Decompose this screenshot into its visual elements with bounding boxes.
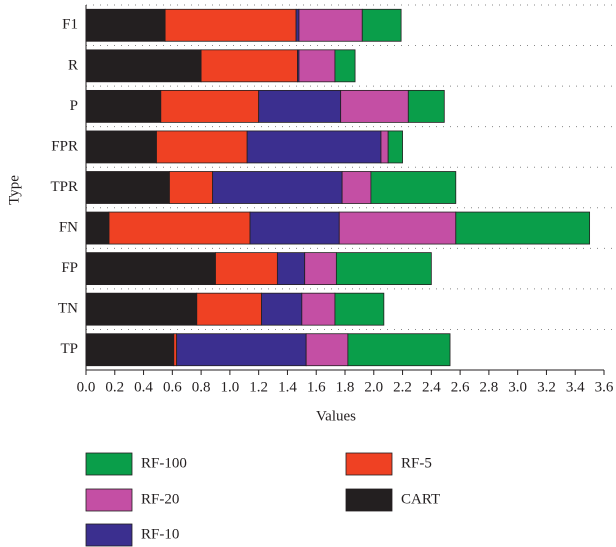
bar-segment: [85, 171, 170, 204]
bar-segment: [276, 252, 306, 286]
legend-swatch: [85, 488, 133, 512]
x-tick-label: 1.2: [249, 379, 268, 395]
bar-segment: [108, 211, 251, 245]
x-tick-label: 0.2: [105, 379, 124, 395]
bar-segment: [334, 49, 356, 83]
x-tick-label: 2.6: [451, 379, 470, 395]
bar-segment: [85, 211, 110, 245]
bar-segment: [347, 333, 451, 367]
bar-segment: [380, 130, 389, 164]
x-tick-label: 0.4: [134, 379, 153, 395]
legend-swatch: [85, 523, 133, 547]
legend-label: RF-100: [141, 455, 187, 471]
x-tick-label: 1.6: [307, 379, 326, 395]
x-tick-label: 2.2: [393, 379, 412, 395]
bar-segment: [258, 89, 342, 123]
y-tick-label: R: [68, 57, 78, 73]
bar-segment: [261, 292, 303, 326]
bar-segment: [169, 171, 214, 204]
bar-segment: [340, 89, 409, 123]
bar-segment: [200, 49, 298, 83]
bar-segment: [334, 292, 385, 326]
bar-segment: [160, 89, 260, 123]
x-tick-label: 3.0: [508, 379, 527, 395]
bar-segment: [156, 130, 248, 164]
bar-segment: [85, 292, 198, 326]
bar-segment: [85, 89, 162, 123]
legend-swatch: [85, 452, 133, 476]
y-tick-label: P: [70, 98, 78, 114]
bar-segment: [85, 49, 202, 83]
bar-segment: [407, 89, 445, 123]
x-tick-label: 2.8: [480, 379, 499, 395]
y-tick-label: TPR: [50, 179, 78, 195]
x-tick-label: 2.4: [422, 379, 441, 395]
bar-segment: [335, 252, 432, 286]
bar-segment: [387, 130, 403, 164]
bar-segment: [361, 8, 402, 42]
bar-segment: [215, 252, 278, 286]
legend-label: RF-10: [141, 526, 179, 542]
legend-label: RF-20: [141, 491, 179, 507]
bar-segment: [455, 211, 591, 245]
legend-label: CART: [401, 491, 440, 507]
legend-swatch: [345, 488, 393, 512]
x-axis-label: Values: [316, 408, 356, 424]
x-tick-label: 3.4: [566, 379, 585, 395]
bar-segment: [298, 8, 363, 42]
x-tick-label: 2.0: [364, 379, 383, 395]
x-tick-label: 1.8: [336, 379, 355, 395]
x-tick-label: 3.6: [595, 379, 614, 395]
bar-segment: [301, 292, 336, 326]
bar-segment: [212, 171, 343, 204]
x-tick-label: 0.8: [192, 379, 211, 395]
bar-segment: [196, 292, 262, 326]
legend-swatch: [345, 452, 393, 476]
bar-segment: [176, 333, 307, 367]
bar-segment: [370, 171, 457, 204]
x-tick-label: 1.0: [221, 379, 240, 395]
bar-segment: [85, 333, 175, 367]
x-tick-label: 0.6: [163, 379, 182, 395]
y-tick-label: TP: [60, 341, 78, 357]
y-axis-label: Type: [6, 175, 22, 205]
bar-segment: [173, 333, 178, 367]
bar-segment: [85, 8, 166, 42]
x-tick-label: 1.4: [278, 379, 297, 395]
y-tick-label: FPR: [51, 138, 78, 154]
bar-segment: [164, 8, 297, 42]
bar-segment: [298, 49, 336, 83]
x-tick-label: 3.2: [537, 379, 556, 395]
bar-segment: [305, 333, 349, 367]
bar-segment: [246, 130, 382, 164]
bar-segment: [85, 252, 216, 286]
bar-segment: [338, 211, 457, 245]
x-tick-label: 0.0: [77, 379, 96, 395]
y-tick-label: FN: [59, 219, 78, 235]
y-tick-label: TN: [58, 301, 78, 317]
y-tick-label: FP: [61, 260, 78, 276]
bar-segment: [341, 171, 372, 204]
y-tick-label: F1: [62, 17, 78, 33]
bar-segment: [249, 211, 340, 245]
legend-label: RF-5: [401, 455, 432, 471]
bar-segment: [295, 8, 300, 42]
bar-segment: [304, 252, 337, 286]
bar-segment: [85, 130, 157, 164]
